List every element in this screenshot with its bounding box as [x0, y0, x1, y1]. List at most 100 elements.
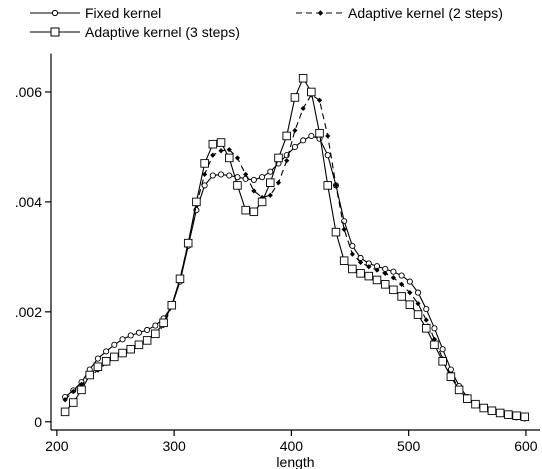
- series-adaptive-kernel-3-steps-point: [282, 131, 291, 141]
- x-tick-label: 500: [397, 438, 421, 454]
- series-adaptive-kernel-3-steps-point: [257, 197, 267, 207]
- legend-label-adaptive-3: Adaptive kernel (3 steps): [85, 24, 240, 40]
- series-adaptive-kernel-3-steps-point: [413, 310, 423, 319]
- y-tick-label: .006: [15, 84, 42, 100]
- series-adaptive-kernel-2-steps-point: [399, 281, 405, 287]
- y-ticks: 0 .002 .004 .006: [15, 84, 51, 430]
- series-adaptive-kernel-3-steps-point: [183, 238, 193, 248]
- series-fixed-kernel-point: [414, 289, 422, 296]
- series-adaptive-kernel-2-steps-point: [267, 192, 273, 198]
- series-fixed-kernel-line: [64, 135, 525, 420]
- series-fixed-kernel-point: [349, 242, 356, 249]
- series-adaptive-kernel-3-steps-point: [356, 269, 365, 278]
- series-adaptive-kernel-2-steps-point: [234, 155, 241, 161]
- series-fixed-kernel-point: [111, 341, 118, 348]
- x-axis-title: length: [276, 454, 314, 469]
- series-adaptive-kernel-3-steps-point: [315, 128, 324, 138]
- series-adaptive-kernel-2-steps-point: [210, 152, 216, 158]
- series-fixed-kernel-point: [201, 182, 208, 189]
- series-adaptive-kernel-3-steps-point: [208, 139, 218, 149]
- legend-marker-adaptive-3: [50, 27, 60, 37]
- series-adaptive-kernel-2-steps-point: [407, 289, 413, 296]
- series-adaptive-kernel-3-steps-point: [479, 403, 488, 413]
- series-adaptive-kernel-2-steps-point: [431, 336, 438, 342]
- series-adaptive-kernel-3-steps-point: [274, 153, 283, 163]
- series-adaptive-kernel-2-steps-point: [349, 251, 355, 257]
- series-adaptive-kernel-2-steps-point: [382, 270, 388, 276]
- series-fixed-kernel-point: [439, 346, 446, 353]
- series-adaptive-kernel-3-steps-point: [233, 181, 242, 190]
- series-adaptive-kernel-2-steps-point: [226, 147, 232, 153]
- series-adaptive-kernel-3-steps-point: [192, 197, 201, 207]
- series-adaptive-kernel-2-steps-point: [333, 182, 339, 189]
- series-adaptive-kernel-2-steps-point: [316, 97, 323, 103]
- series-fixed-kernel-point: [341, 218, 348, 225]
- series-adaptive-kernel-3-steps-point: [216, 138, 226, 147]
- series-adaptive-kernel-3-steps-point: [463, 394, 472, 403]
- series-adaptive-kernel-3-steps-point: [290, 93, 300, 102]
- legend-marker-adaptive-2: [317, 10, 324, 16]
- series-adaptive-kernel-2-steps-point: [62, 397, 68, 403]
- series-adaptive-kernel-3-steps-point: [151, 329, 160, 339]
- series-fixed-kernel-point: [308, 132, 315, 139]
- legend-entry-adaptive-kernel-2-steps: Adaptive kernel (2 steps): [296, 5, 503, 21]
- x-tick-label: 200: [45, 438, 69, 454]
- series-adaptive-kernel-2-steps-point: [423, 317, 429, 323]
- series-adaptive-kernel-2-steps-point: [284, 158, 290, 164]
- series-adaptive-kernel-2-steps-point: [341, 226, 347, 232]
- series-adaptive-kernel-2-steps-point: [390, 275, 397, 281]
- series-fixed-kernel-point: [431, 325, 438, 332]
- series-adaptive-kernel-2-steps-point: [300, 105, 306, 112]
- y-tick-label: .002: [15, 304, 42, 320]
- series-adaptive-kernel-3-steps-point: [520, 412, 530, 422]
- series-adaptive-kernel-2-steps-point: [78, 381, 85, 387]
- legend-entry-adaptive-kernel-3-steps: Adaptive kernel (3 steps): [30, 24, 240, 40]
- legend-label-fixed-kernel: Fixed kernel: [85, 5, 161, 21]
- series-adaptive-kernel-2-steps: [62, 92, 528, 422]
- series-fixed-kernel-point: [144, 326, 151, 334]
- series-adaptive-kernel-3-steps-point: [389, 285, 398, 295]
- series-adaptive-kernel-3-steps-point: [405, 300, 415, 309]
- series-adaptive-kernel-2-steps-point: [259, 194, 265, 201]
- series-fixed-kernel-point: [127, 332, 134, 339]
- series-adaptive-kernel-3-steps-point: [77, 385, 86, 395]
- series-adaptive-kernel-3-steps-point: [372, 275, 382, 285]
- series-adaptive-kernel-3-steps-point: [159, 318, 168, 328]
- series-adaptive-kernel-3-steps-point: [323, 181, 332, 190]
- series-fixed-kernel-point: [267, 168, 274, 175]
- series-fixed-kernel-point: [406, 278, 413, 285]
- series-adaptive-kernel-3-steps-point: [118, 348, 127, 358]
- series-fixed-kernel-point: [103, 348, 110, 355]
- series-fixed-kernel-point: [209, 172, 216, 179]
- series-adaptive-kernel-3-steps-point: [339, 256, 349, 265]
- series-fixed-kernel-point: [135, 329, 142, 336]
- series-fixed-kernel-point: [259, 174, 266, 181]
- series-adaptive-kernel-2-steps-point: [415, 300, 421, 307]
- series-layer: [60, 73, 530, 422]
- series-adaptive-kernel-3-steps-point: [241, 205, 250, 215]
- series-fixed-kernel-point: [300, 137, 307, 144]
- series-adaptive-kernel-3-steps-point: [422, 324, 431, 333]
- series-adaptive-kernel-2-steps-point: [218, 148, 224, 154]
- series-fixed-kernel-point: [423, 306, 430, 313]
- series-fixed-kernel: [62, 132, 528, 422]
- series-adaptive-kernel-3-steps-point: [380, 280, 390, 289]
- series-fixed-kernel-point: [119, 336, 126, 343]
- series-fixed-kernel-point: [398, 272, 405, 279]
- legend: Fixed kernel Adaptive kernel (2 steps) A…: [30, 5, 503, 40]
- series-adaptive-kernel-3-steps-point: [134, 340, 144, 350]
- series-adaptive-kernel-3-steps-point: [397, 292, 406, 301]
- series-adaptive-kernel-3-steps-point: [504, 410, 513, 419]
- series-fixed-kernel-point: [291, 143, 298, 150]
- series-adaptive-kernel-3-steps-point: [167, 300, 177, 310]
- series-adaptive-kernel-3-steps-point: [200, 159, 209, 168]
- series-adaptive-kernel-3-steps-point: [69, 398, 78, 407]
- series-adaptive-kernel-3-steps-point: [348, 264, 357, 274]
- series-adaptive-kernel-2-steps-point: [374, 267, 380, 273]
- series-adaptive-kernel-3-steps-point: [126, 344, 135, 354]
- legend-marker-fixed-kernel: [51, 9, 59, 17]
- series-adaptive-kernel-3-steps-point: [331, 227, 341, 237]
- series-adaptive-kernel-3-steps-point: [471, 399, 480, 409]
- series-adaptive-kernel-3-steps-point: [512, 411, 521, 420]
